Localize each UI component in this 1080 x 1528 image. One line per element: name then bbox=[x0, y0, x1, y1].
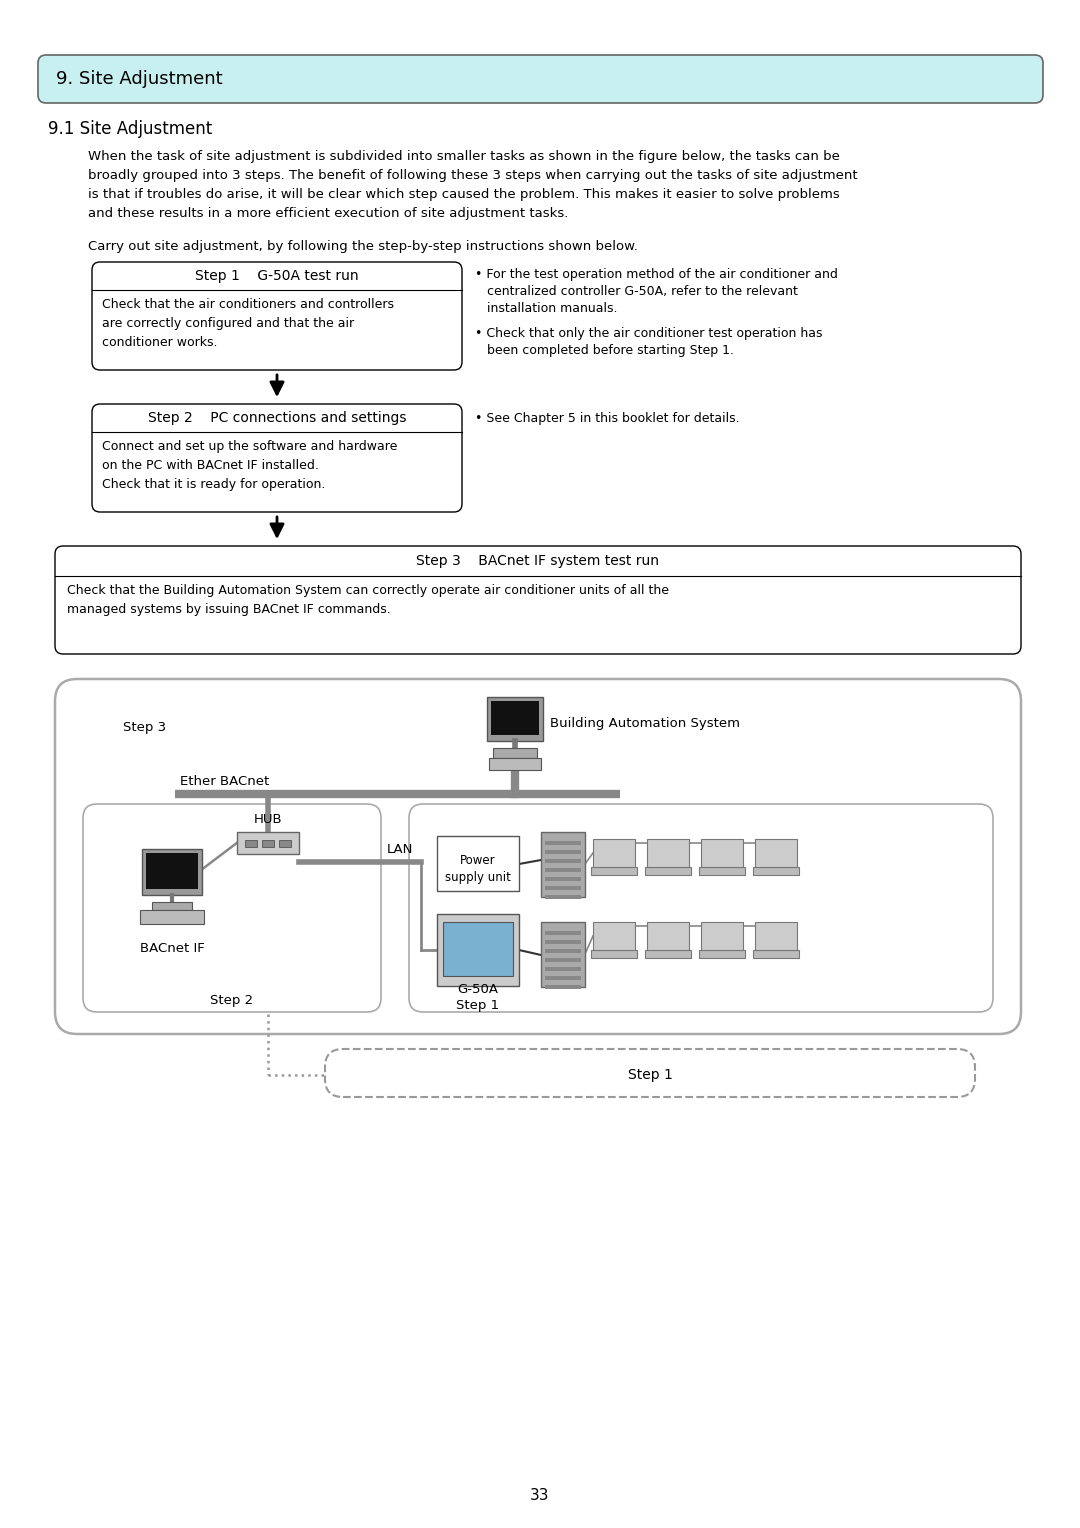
Text: is that if troubles do arise, it will be clear which step caused the problem. Th: is that if troubles do arise, it will be… bbox=[87, 188, 840, 202]
FancyBboxPatch shape bbox=[491, 701, 539, 735]
FancyBboxPatch shape bbox=[237, 833, 299, 854]
FancyBboxPatch shape bbox=[437, 914, 519, 986]
Text: Check that the Building Automation System can correctly operate air conditioner : Check that the Building Automation Syste… bbox=[67, 584, 669, 616]
Text: Step 3: Step 3 bbox=[123, 721, 166, 733]
FancyBboxPatch shape bbox=[647, 839, 689, 866]
Text: G-50A: G-50A bbox=[458, 983, 499, 996]
FancyBboxPatch shape bbox=[647, 921, 689, 950]
FancyBboxPatch shape bbox=[699, 866, 745, 876]
FancyBboxPatch shape bbox=[147, 853, 199, 889]
FancyBboxPatch shape bbox=[261, 840, 273, 847]
FancyBboxPatch shape bbox=[545, 877, 581, 882]
FancyBboxPatch shape bbox=[545, 976, 581, 979]
FancyBboxPatch shape bbox=[545, 886, 581, 889]
Text: • For the test operation method of the air conditioner and: • For the test operation method of the a… bbox=[475, 267, 838, 281]
FancyBboxPatch shape bbox=[545, 986, 581, 989]
FancyBboxPatch shape bbox=[591, 866, 637, 876]
FancyBboxPatch shape bbox=[545, 931, 581, 935]
FancyBboxPatch shape bbox=[753, 866, 799, 876]
FancyBboxPatch shape bbox=[83, 804, 381, 1012]
FancyBboxPatch shape bbox=[325, 1050, 975, 1097]
FancyBboxPatch shape bbox=[545, 895, 581, 898]
FancyBboxPatch shape bbox=[152, 902, 192, 911]
FancyBboxPatch shape bbox=[545, 868, 581, 872]
Text: and these results in a more efficient execution of site adjustment tasks.: and these results in a more efficient ex… bbox=[87, 206, 568, 220]
Text: Connect and set up the software and hardware
on the PC with BACnet IF installed.: Connect and set up the software and hard… bbox=[102, 440, 397, 490]
FancyBboxPatch shape bbox=[545, 949, 581, 953]
FancyBboxPatch shape bbox=[545, 859, 581, 863]
Text: Check that the air conditioners and controllers
are correctly configured and tha: Check that the air conditioners and cont… bbox=[102, 298, 394, 348]
FancyBboxPatch shape bbox=[541, 833, 585, 897]
FancyBboxPatch shape bbox=[645, 866, 691, 876]
Text: • Check that only the air conditioner test operation has: • Check that only the air conditioner te… bbox=[475, 327, 823, 341]
FancyBboxPatch shape bbox=[699, 950, 745, 958]
Text: LAN: LAN bbox=[387, 843, 414, 856]
Text: 9.1 Site Adjustment: 9.1 Site Adjustment bbox=[48, 121, 213, 138]
FancyBboxPatch shape bbox=[38, 55, 1043, 102]
Text: BACnet IF: BACnet IF bbox=[140, 941, 205, 955]
FancyBboxPatch shape bbox=[55, 678, 1021, 1034]
FancyBboxPatch shape bbox=[92, 403, 462, 512]
Text: Power
supply unit: Power supply unit bbox=[445, 854, 511, 883]
Text: HUB: HUB bbox=[254, 813, 282, 827]
Text: 33: 33 bbox=[530, 1487, 550, 1502]
FancyBboxPatch shape bbox=[593, 921, 635, 950]
FancyBboxPatch shape bbox=[492, 749, 537, 758]
FancyBboxPatch shape bbox=[755, 921, 797, 950]
FancyBboxPatch shape bbox=[409, 804, 993, 1012]
FancyBboxPatch shape bbox=[701, 839, 743, 866]
FancyBboxPatch shape bbox=[701, 921, 743, 950]
FancyBboxPatch shape bbox=[279, 840, 291, 847]
FancyBboxPatch shape bbox=[55, 545, 1021, 654]
Text: Step 1    G-50A test run: Step 1 G-50A test run bbox=[195, 269, 359, 283]
FancyBboxPatch shape bbox=[545, 967, 581, 970]
FancyBboxPatch shape bbox=[545, 940, 581, 944]
FancyBboxPatch shape bbox=[593, 839, 635, 866]
FancyBboxPatch shape bbox=[489, 758, 541, 770]
Text: When the task of site adjustment is subdivided into smaller tasks as shown in th: When the task of site adjustment is subd… bbox=[87, 150, 840, 163]
Text: Step 2: Step 2 bbox=[211, 995, 254, 1007]
FancyBboxPatch shape bbox=[143, 850, 202, 895]
FancyBboxPatch shape bbox=[541, 921, 585, 987]
FancyBboxPatch shape bbox=[545, 850, 581, 854]
Text: Step 2    PC connections and settings: Step 2 PC connections and settings bbox=[148, 411, 406, 425]
FancyBboxPatch shape bbox=[437, 836, 519, 891]
FancyBboxPatch shape bbox=[755, 839, 797, 866]
Text: Carry out site adjustment, by following the step-by-step instructions shown belo: Carry out site adjustment, by following … bbox=[87, 240, 638, 254]
FancyBboxPatch shape bbox=[591, 950, 637, 958]
Text: Building Automation System: Building Automation System bbox=[550, 718, 740, 730]
Text: centralized controller G-50A, refer to the relevant: centralized controller G-50A, refer to t… bbox=[475, 286, 798, 298]
FancyBboxPatch shape bbox=[545, 840, 581, 845]
Text: been completed before starting Step 1.: been completed before starting Step 1. bbox=[475, 344, 734, 358]
Text: 9. Site Adjustment: 9. Site Adjustment bbox=[56, 70, 222, 89]
Text: Step 3    BACnet IF system test run: Step 3 BACnet IF system test run bbox=[417, 555, 660, 568]
FancyBboxPatch shape bbox=[140, 911, 204, 924]
FancyBboxPatch shape bbox=[443, 921, 513, 976]
FancyBboxPatch shape bbox=[645, 950, 691, 958]
FancyBboxPatch shape bbox=[545, 958, 581, 963]
Text: Step 1: Step 1 bbox=[627, 1068, 673, 1082]
Text: • See Chapter 5 in this booklet for details.: • See Chapter 5 in this booklet for deta… bbox=[475, 413, 740, 425]
Text: Ether BACnet: Ether BACnet bbox=[180, 775, 269, 788]
Text: broadly grouped into 3 steps. The benefit of following these 3 steps when carryi: broadly grouped into 3 steps. The benefi… bbox=[87, 170, 858, 182]
FancyBboxPatch shape bbox=[487, 697, 543, 741]
FancyBboxPatch shape bbox=[245, 840, 257, 847]
Text: Step 1: Step 1 bbox=[457, 999, 500, 1012]
FancyBboxPatch shape bbox=[753, 950, 799, 958]
Text: installation manuals.: installation manuals. bbox=[475, 303, 618, 315]
FancyBboxPatch shape bbox=[92, 261, 462, 370]
